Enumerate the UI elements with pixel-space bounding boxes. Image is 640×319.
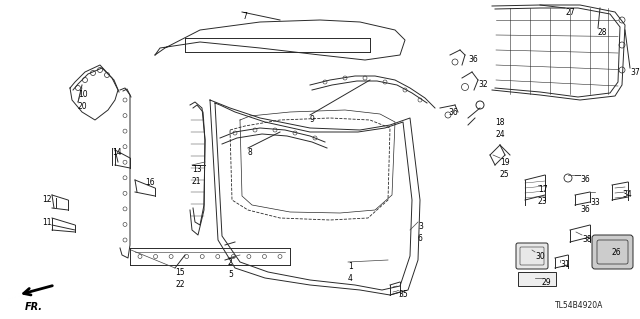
Text: 1: 1 (348, 262, 353, 271)
Text: 28: 28 (598, 28, 607, 37)
Text: 35: 35 (398, 290, 408, 299)
Text: 16: 16 (145, 178, 155, 187)
Text: 36: 36 (448, 108, 458, 117)
Text: 12: 12 (42, 195, 51, 204)
Text: 30: 30 (535, 252, 545, 261)
Text: 32: 32 (478, 80, 488, 89)
Text: 34: 34 (622, 190, 632, 199)
Text: 8: 8 (248, 148, 253, 157)
Text: 5: 5 (228, 270, 233, 279)
Text: 38: 38 (582, 235, 591, 244)
Text: 36: 36 (580, 175, 589, 184)
Text: 14: 14 (112, 148, 122, 157)
Text: 3: 3 (418, 222, 423, 231)
Text: 18: 18 (495, 118, 504, 127)
Text: 7: 7 (242, 12, 247, 21)
FancyBboxPatch shape (520, 247, 544, 265)
Text: 21: 21 (192, 177, 202, 186)
Text: 22: 22 (175, 280, 184, 289)
Text: 29: 29 (542, 278, 552, 287)
Bar (518, 272, 556, 286)
Text: 11: 11 (42, 218, 51, 227)
Text: 19: 19 (500, 158, 509, 167)
Text: 24: 24 (495, 130, 504, 139)
Text: 17: 17 (538, 185, 548, 194)
Text: 20: 20 (78, 102, 88, 111)
Text: 23: 23 (538, 197, 548, 206)
Text: 33: 33 (590, 198, 600, 207)
Text: 9: 9 (310, 115, 315, 124)
Text: 15: 15 (175, 268, 184, 277)
Text: 25: 25 (500, 170, 509, 179)
Text: FR.: FR. (25, 302, 43, 312)
Text: 27: 27 (565, 8, 575, 17)
Text: 31: 31 (560, 260, 570, 269)
Text: 2: 2 (228, 258, 233, 267)
Text: 26: 26 (612, 248, 621, 257)
Text: 4: 4 (348, 274, 353, 283)
FancyBboxPatch shape (597, 240, 628, 264)
Text: 36: 36 (468, 55, 477, 64)
FancyBboxPatch shape (592, 235, 633, 269)
Text: 37: 37 (630, 68, 640, 77)
Text: TL54B4920A: TL54B4920A (555, 301, 604, 310)
Text: 36: 36 (580, 205, 589, 214)
Text: 10: 10 (78, 90, 88, 99)
Text: 6: 6 (418, 234, 423, 243)
FancyBboxPatch shape (516, 243, 548, 269)
Text: 13: 13 (192, 165, 202, 174)
